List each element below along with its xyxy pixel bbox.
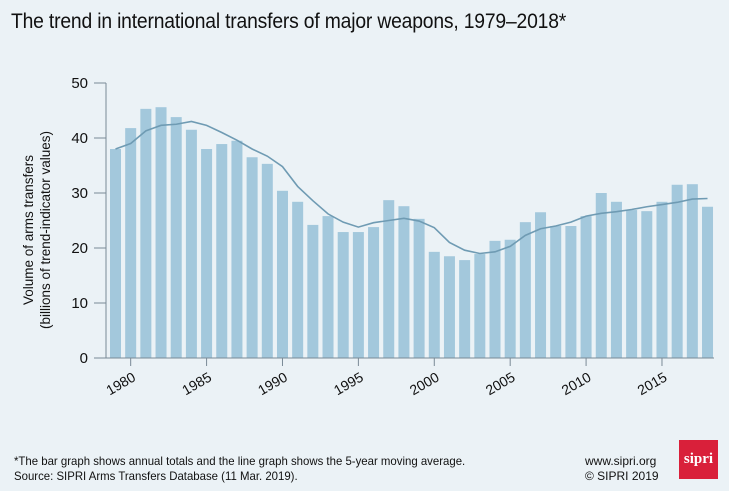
bar-1983	[170, 117, 182, 358]
x-tick-label: 1980	[103, 369, 138, 399]
bar-2016	[671, 184, 683, 358]
bar-1998	[398, 206, 410, 358]
bar-1987	[231, 140, 243, 358]
x-tick-label: 2005	[483, 369, 518, 399]
bar-2011	[595, 193, 607, 358]
copyright: © SIPRI 2019	[585, 469, 659, 483]
y-tick-label: 50	[71, 75, 88, 92]
bar-1984	[185, 129, 197, 358]
x-ticks: 1980 1985 1990 1995 2000 2005 2010 2015	[103, 358, 670, 399]
bar-1991	[292, 201, 304, 358]
bar-2018	[702, 206, 714, 358]
x-tick-label: 1985	[179, 369, 214, 399]
bar-1990	[276, 190, 288, 358]
bar-2008	[550, 226, 562, 358]
bar-1979	[110, 149, 121, 358]
website-link[interactable]: www.sipri.org	[585, 454, 657, 468]
bar-2005	[504, 239, 516, 358]
y-tick-label: 0	[80, 350, 88, 367]
bar-1995	[352, 232, 364, 358]
x-tick-label: 2000	[407, 369, 442, 399]
x-tick-label: 2015	[634, 369, 669, 399]
moving-average-line	[115, 120, 708, 255]
bar-1980	[125, 128, 137, 358]
bar-2006	[519, 222, 531, 358]
source-note: Source: SIPRI Arms Transfers Database (1…	[14, 469, 298, 483]
y-tick-label: 40	[71, 130, 88, 147]
bar-1988	[246, 157, 258, 358]
y-tick-label: 20	[71, 240, 88, 257]
bar-2013	[626, 210, 638, 358]
footnote: *The bar graph shows annual totals and t…	[14, 454, 466, 468]
bar-1996	[368, 227, 380, 358]
bar-2014	[641, 211, 653, 358]
bar-2000	[428, 251, 440, 358]
y-axis-label-units: (billions of trend-indicator values)	[38, 131, 53, 329]
bar-2007	[535, 212, 547, 358]
bar-1985	[201, 149, 213, 358]
y-tick-label: 30	[71, 185, 88, 202]
bar-series	[110, 107, 714, 358]
bar-1992	[307, 224, 319, 358]
bar-1981	[140, 108, 152, 358]
bar-1994	[337, 232, 349, 358]
sipri-logo: sipri	[679, 440, 718, 479]
credit: www.sipri.org © SIPRI 2019	[585, 454, 659, 484]
bar-2012	[610, 201, 622, 358]
bar-2003	[474, 254, 486, 358]
y-tick-label: 10	[71, 295, 88, 312]
x-tick-label: 1995	[331, 369, 366, 399]
bar-1982	[155, 107, 167, 358]
chart-title: The trend in international transfers of …	[11, 10, 567, 33]
bar-1999	[413, 218, 425, 358]
bar-2009	[565, 226, 577, 358]
bar-2015	[656, 201, 668, 358]
bar-1989	[261, 163, 273, 358]
y-axis-label: Volume of arms transfers	[21, 155, 36, 305]
bar-2010	[580, 216, 592, 358]
bar-1993	[322, 216, 334, 358]
bar-2001	[443, 256, 455, 358]
x-tick-label: 2010	[559, 369, 594, 399]
bar-1986	[216, 144, 228, 358]
bar-1997	[383, 200, 395, 358]
bar-2004	[489, 240, 501, 358]
logo-text: sipri	[683, 451, 714, 467]
y-ticks: 0 10 20 30 40 50	[71, 75, 106, 367]
x-tick-label: 1990	[255, 369, 290, 399]
bar-2002	[459, 260, 471, 358]
footer-notes: *The bar graph shows annual totals and t…	[14, 454, 465, 484]
bar-2017	[686, 184, 698, 358]
